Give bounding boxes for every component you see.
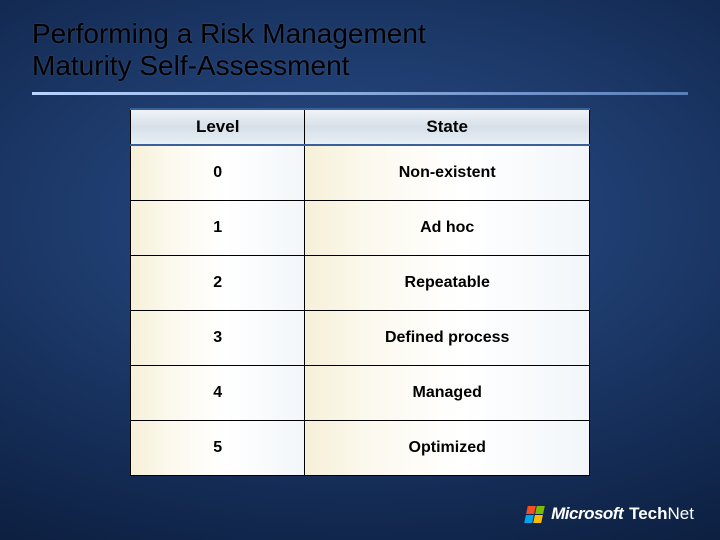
cell-level: 3 xyxy=(131,311,305,366)
col-header-level: Level xyxy=(131,109,305,145)
cell-state: Defined process xyxy=(305,311,590,366)
microsoft-flag-icon xyxy=(524,506,545,523)
table-row: 3 Defined process xyxy=(131,311,590,366)
maturity-table-container: Level State 0 Non-existent 1 Ad hoc 2 Re… xyxy=(130,108,590,476)
cell-level: 5 xyxy=(131,421,305,476)
title-line-2: Maturity Self-Assessment xyxy=(32,50,349,81)
table-row: 5 Optimized xyxy=(131,421,590,476)
cell-state: Repeatable xyxy=(305,256,590,311)
footer-product: TechNet xyxy=(629,504,694,524)
cell-level: 2 xyxy=(131,256,305,311)
footer-brand: Microsoft xyxy=(551,504,623,524)
table-row: 4 Managed xyxy=(131,366,590,421)
footer-product-rest: Net xyxy=(668,504,694,523)
table-header-row: Level State xyxy=(131,109,590,145)
maturity-table: Level State 0 Non-existent 1 Ad hoc 2 Re… xyxy=(130,108,590,476)
title-underline xyxy=(32,92,688,95)
footer-logo: Microsoft TechNet xyxy=(526,504,694,524)
table-row: 1 Ad hoc xyxy=(131,201,590,256)
cell-level: 1 xyxy=(131,201,305,256)
cell-state: Ad hoc xyxy=(305,201,590,256)
cell-state: Managed xyxy=(305,366,590,421)
cell-level: 0 xyxy=(131,145,305,201)
col-header-state: State xyxy=(305,109,590,145)
slide-root: Performing a Risk Management Maturity Se… xyxy=(0,0,720,540)
footer-product-bold: Tech xyxy=(629,504,667,523)
cell-state: Non-existent xyxy=(305,145,590,201)
table-row: 2 Repeatable xyxy=(131,256,590,311)
title-line-1: Performing a Risk Management xyxy=(32,18,426,49)
cell-level: 4 xyxy=(131,366,305,421)
table-row: 0 Non-existent xyxy=(131,145,590,201)
slide-title: Performing a Risk Management Maturity Se… xyxy=(32,18,688,82)
cell-state: Optimized xyxy=(305,421,590,476)
